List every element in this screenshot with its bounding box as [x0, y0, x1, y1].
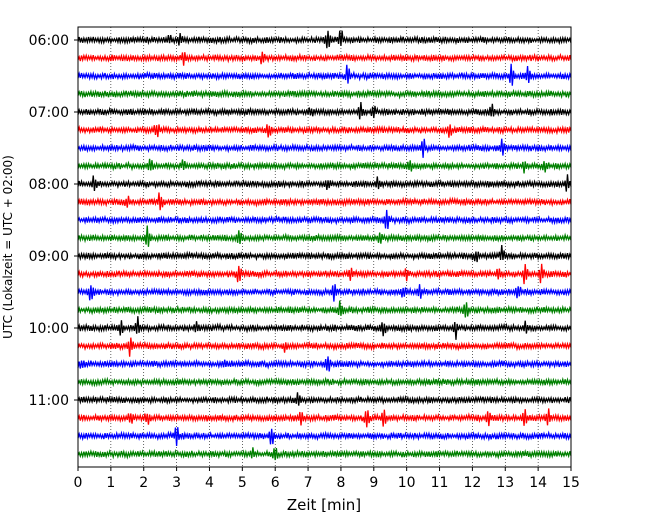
x-axis-ticks: 0 1 2 3 4 5 6 7 8 9 10 11 12 13 14 15 [74, 467, 580, 491]
y-tick-label: 06:00 [29, 33, 69, 49]
trace-1030 [77, 356, 572, 372]
trace-0830 [77, 209, 572, 230]
y-tick-label: 10:00 [29, 321, 69, 337]
y-tick-label: 08:00 [29, 177, 69, 193]
x-axis-label: Zeit [min] [287, 496, 361, 514]
x-tick-label: 2 [139, 475, 148, 491]
x-tick-label: 1 [106, 475, 115, 491]
x-tick-label: 9 [369, 475, 378, 491]
trace-0900 [77, 245, 572, 263]
trace-0845 [77, 225, 572, 247]
trace-0615 [77, 51, 572, 66]
y-tick-label: 11:00 [29, 393, 69, 409]
trace-1130 [77, 427, 572, 447]
trace-0730 [77, 138, 572, 158]
x-tick-label: 14 [529, 475, 547, 491]
x-tick-label: 6 [271, 475, 280, 491]
trace-0815 [77, 192, 572, 211]
trace-0915 [77, 263, 572, 285]
trace-0800 [77, 174, 572, 192]
y-tick-label: 07:00 [29, 105, 69, 121]
x-tick-label: 10 [398, 475, 416, 491]
trace-0630 [77, 63, 572, 86]
x-tick-label: 4 [205, 475, 214, 491]
grid-lines [110, 27, 539, 467]
y-axis-ticks: 06:00 07:00 08:00 09:00 10:00 11:00 [29, 33, 78, 409]
trace-1100 [77, 392, 572, 406]
x-tick-label: 3 [172, 475, 181, 491]
trace-0715 [77, 124, 572, 138]
trace-0945 [77, 300, 572, 318]
x-tick-label: 0 [74, 475, 83, 491]
plot-frame [77, 26, 572, 468]
trace-1000 [77, 316, 572, 340]
trace-0700 [77, 102, 572, 120]
y-tick-label: 09:00 [29, 249, 69, 265]
trace-1015 [77, 337, 572, 357]
trace-1115 [77, 408, 572, 428]
trace-1045 [77, 376, 572, 388]
x-tick-label: 8 [336, 475, 345, 491]
x-tick-label: 5 [238, 475, 247, 491]
x-tick-label: 13 [496, 475, 514, 491]
trace-0930 [77, 284, 572, 302]
trace-0600 [77, 30, 572, 49]
x-tick-label: 15 [562, 475, 580, 491]
trace-0745 [77, 158, 572, 174]
y-axis-label: UTC (Lokalzeit = UTC + 02:00) [1, 155, 15, 339]
trace-1145 [77, 447, 572, 461]
x-tick-label: 7 [304, 475, 313, 491]
x-tick-label: 11 [431, 475, 449, 491]
x-tick-label: 12 [463, 475, 481, 491]
seismogram-traces [77, 30, 572, 461]
trace-0645 [77, 88, 572, 100]
